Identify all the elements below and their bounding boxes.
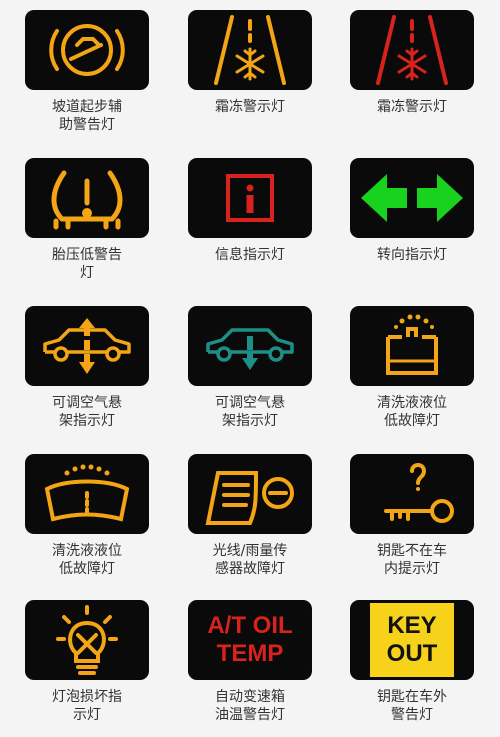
tile-at-oil-temp: A/T OIL TEMP <box>188 600 312 680</box>
cell-key-not-in-car: 钥匙不在车 内提示灯 <box>342 454 482 578</box>
tile-key-not-in-car <box>350 454 474 534</box>
key-question-icon <box>384 463 454 523</box>
label-frost-warning-red: 霜冻警示灯 <box>377 99 447 115</box>
label-at-oil-temp: 自动变速箱 油温警告灯 <box>215 689 285 723</box>
tile-frost-warning-red <box>350 10 474 90</box>
cell-frost-warning-red: 霜冻警示灯 <box>342 10 482 116</box>
car-arrow-updown-icon <box>43 318 131 374</box>
label-air-suspension-down: 可调空气悬 架指示灯 <box>215 395 285 429</box>
tile-key-out: KEY OUT <box>350 600 474 680</box>
cell-key-out: KEY OUT 钥匙在车外 警告灯 <box>342 600 482 724</box>
light-rain-sensor-icon <box>205 471 294 525</box>
label-bulb-failure: 灯泡损坏指 示灯 <box>52 689 122 723</box>
cell-frost-warning-amber: 霜冻警示灯 <box>180 10 320 116</box>
at-oil-line-2: TEMP <box>216 640 284 667</box>
cell-turn-signal: 转向指示灯 <box>342 158 482 264</box>
cell-light-rain-sensor: 光线/雨量传 感器故障灯 <box>180 454 320 578</box>
cell-washer-fluid-2: 清洗液液位 低故障灯 <box>17 454 157 578</box>
label-frost-warning-amber: 霜冻警示灯 <box>215 99 285 115</box>
turn-signal-icon <box>361 174 463 222</box>
cell-bulb-failure: 灯泡损坏指 示灯 <box>17 600 157 724</box>
tile-turn-signal <box>350 158 474 238</box>
windshield-washer-icon <box>44 464 130 522</box>
info-icon <box>226 174 274 222</box>
tile-air-suspension-up <box>25 306 149 386</box>
key-out-line-1: KEY <box>387 612 437 639</box>
tile-frost-warning-amber <box>188 10 312 90</box>
label-washer-fluid-1: 清洗液液位 低故障灯 <box>377 395 447 429</box>
tile-info <box>188 158 312 238</box>
tire-pressure-icon <box>51 170 123 230</box>
label-washer-fluid-2: 清洗液液位 低故障灯 <box>52 543 122 577</box>
label-key-not-in-car: 钥匙不在车 内提示灯 <box>377 543 447 577</box>
tile-washer-fluid-2 <box>25 454 149 534</box>
label-hill-start-assist: 坡道起步辅 助警告灯 <box>52 99 122 133</box>
at-oil-line-1: A/T OIL <box>207 612 293 639</box>
label-info: 信息指示灯 <box>215 247 285 263</box>
label-tire-pressure: 胎压低警告 灯 <box>52 247 122 281</box>
snowflake-road-icon <box>214 15 286 85</box>
tile-hill-start-assist <box>25 10 149 90</box>
tile-light-rain-sensor <box>188 454 312 534</box>
cell-at-oil-temp: A/T OIL TEMP 自动变速箱 油温警告灯 <box>180 600 320 724</box>
label-key-out: 钥匙在车外 警告灯 <box>377 689 447 723</box>
cell-hill-start-assist: 坡道起步辅 助警告灯 <box>17 10 157 134</box>
hill-start-icon <box>49 24 125 76</box>
key-out-text-icon: KEY OUT <box>369 603 455 677</box>
washer-tank-icon <box>386 314 438 375</box>
cell-tire-pressure: 胎压低警告 灯 <box>17 158 157 282</box>
label-turn-signal: 转向指示灯 <box>377 247 447 263</box>
tile-washer-fluid-1 <box>350 306 474 386</box>
label-air-suspension-up: 可调空气悬 架指示灯 <box>52 395 122 429</box>
tile-tire-pressure <box>25 158 149 238</box>
cell-washer-fluid-1: 清洗液液位 低故障灯 <box>342 306 482 430</box>
cell-air-suspension-down: 可调空气悬 架指示灯 <box>180 306 320 430</box>
at-oil-temp-text-icon: A/T OIL TEMP <box>207 612 292 668</box>
car-arrow-down-icon <box>206 328 294 370</box>
bulb-failure-icon <box>56 605 118 675</box>
label-light-rain-sensor: 光线/雨量传 感器故障灯 <box>212 543 288 577</box>
cell-air-suspension-up: 可调空气悬 架指示灯 <box>17 306 157 430</box>
key-out-line-2: OUT <box>386 640 438 667</box>
tile-air-suspension-down <box>188 306 312 386</box>
snowflake-road-icon <box>376 15 448 85</box>
cell-info: 信息指示灯 <box>180 158 320 264</box>
tile-bulb-failure <box>25 600 149 680</box>
